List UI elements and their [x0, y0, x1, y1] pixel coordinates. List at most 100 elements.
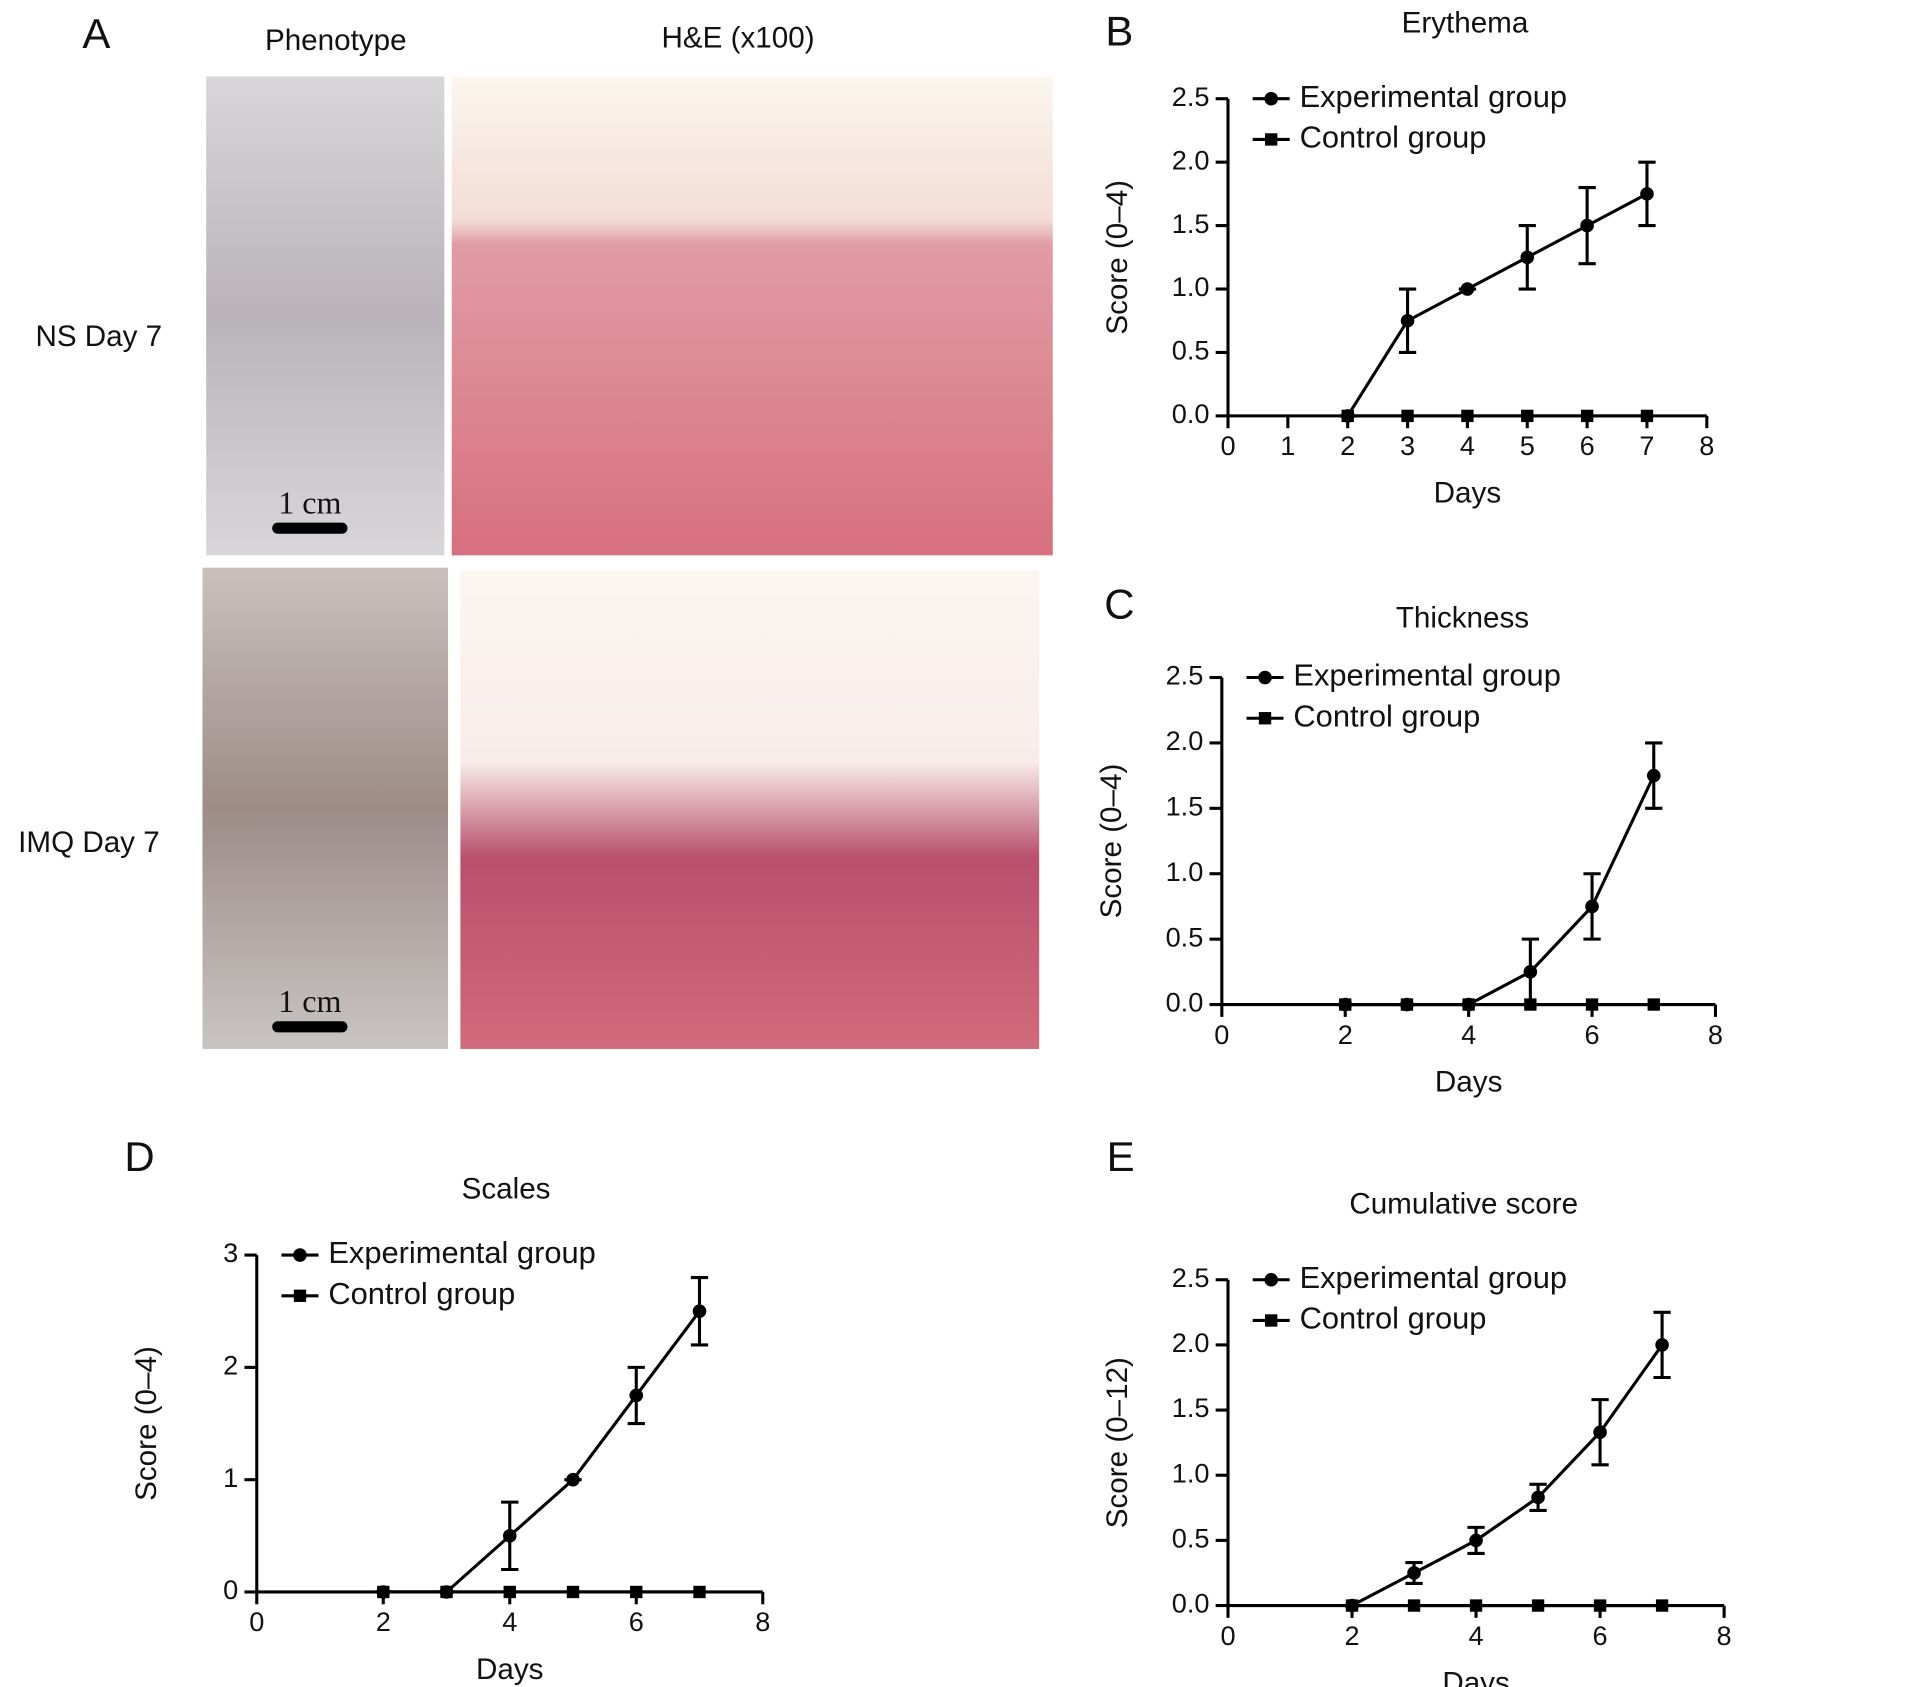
y-tick-label: 2.0: [1172, 144, 1210, 175]
marker: [1523, 965, 1538, 979]
marker: [692, 1304, 707, 1319]
legend-marker: [1258, 712, 1272, 725]
panel-label: E: [1107, 1133, 1135, 1180]
x-tick-label: 8: [1699, 430, 1714, 461]
histology-image: [460, 570, 1040, 1049]
marker: [1462, 998, 1475, 1011]
x-tick-label: 4: [1461, 1019, 1476, 1050]
marker: [377, 1585, 390, 1599]
marker: [1400, 313, 1415, 328]
y-tick-label: 1.0: [1172, 271, 1210, 302]
marker: [1461, 409, 1474, 423]
marker: [1640, 187, 1654, 201]
legend-label: Control group: [328, 1276, 515, 1311]
x-tick-label: 0: [1214, 1019, 1229, 1050]
x-tick-label: 1: [1280, 430, 1295, 461]
marker: [1339, 998, 1352, 1011]
marker: [1593, 1425, 1607, 1440]
marker: [1580, 409, 1594, 423]
marker: [1521, 409, 1534, 423]
marker: [630, 1585, 643, 1599]
histology-image: [451, 76, 1053, 556]
series-line: [1351, 1344, 1664, 1607]
x-tick-label: 3: [1400, 430, 1415, 461]
y-tick-label: 2: [223, 1350, 238, 1381]
chart-title: Cumulative score: [1349, 1188, 1578, 1221]
legend-marker: [1258, 670, 1272, 685]
legend-label: Experimental group: [1300, 1260, 1567, 1295]
x-axis-label: Days: [1434, 477, 1501, 510]
legend-label: Experimental group: [1293, 658, 1560, 693]
panel-label: D: [124, 1133, 154, 1180]
x-tick-label: 2: [1344, 1620, 1359, 1651]
panel-label: B: [1105, 8, 1133, 55]
legend-marker: [1265, 1314, 1278, 1327]
marker: [1524, 998, 1537, 1011]
marker: [1640, 409, 1654, 423]
y-tick-label: 2.5: [1172, 81, 1210, 112]
marker: [1585, 998, 1599, 1011]
y-tick-label: 3: [223, 1237, 238, 1268]
series-line: [1345, 774, 1656, 1007]
x-tick-label: 4: [1469, 1620, 1484, 1651]
x-tick-label: 6: [1580, 430, 1595, 461]
x-tick-label: 0: [249, 1606, 264, 1637]
panel-label: C: [1104, 580, 1134, 627]
y-tick-label: 1.5: [1172, 208, 1210, 239]
column-label: Phenotype: [265, 24, 407, 57]
marker: [1407, 1599, 1421, 1612]
marker: [566, 1585, 580, 1599]
legend-marker: [293, 1289, 307, 1302]
y-tick-label: 0.0: [1166, 987, 1204, 1018]
y-axis-label: Score (0–4): [130, 1346, 163, 1501]
y-axis-label: Score (0–12): [1101, 1357, 1134, 1528]
photo: [206, 76, 445, 556]
x-tick-label: 8: [1708, 1019, 1723, 1050]
x-tick-label: 4: [1460, 430, 1475, 461]
y-tick-label: 2.0: [1166, 725, 1204, 756]
x-tick-label: 5: [1520, 430, 1535, 461]
x-tick-label: 7: [1639, 430, 1654, 461]
row-label: IMQ Day 7: [18, 826, 159, 859]
marker: [503, 1585, 516, 1599]
x-tick-label: 8: [755, 1606, 770, 1637]
y-tick-label: 0.5: [1172, 1523, 1210, 1554]
marker: [1407, 1566, 1421, 1580]
series-line: [1346, 192, 1648, 417]
legend-marker: [293, 1248, 307, 1262]
chart: D Scales Days Score (0–4) 0 1 2 3 0 2 4 6 8 Experimen…: [124, 1133, 770, 1686]
scale-bar-label: 1 cm: [278, 983, 341, 1019]
marker: [502, 1529, 517, 1543]
row-label: NS Day 7: [35, 320, 162, 353]
panel-a: A Phenotype H&E (x100) NS Day 7 IMQ Day …: [18, 10, 1053, 1049]
marker: [1655, 1599, 1669, 1612]
marker: [1593, 1599, 1607, 1612]
marker: [629, 1388, 644, 1403]
marker: [1585, 899, 1599, 914]
marker: [1655, 1338, 1669, 1352]
series-line: [383, 1310, 701, 1594]
marker: [1531, 1599, 1545, 1612]
x-tick-label: 2: [1338, 1019, 1353, 1050]
legend-marker: [1264, 1272, 1278, 1287]
y-tick-label: 0.0: [1172, 1588, 1210, 1619]
y-tick-label: 1: [223, 1462, 238, 1493]
x-tick-label: 4: [502, 1606, 517, 1637]
marker: [1400, 998, 1414, 1011]
legend-label: Control group: [1293, 698, 1480, 733]
marker: [1469, 1599, 1483, 1612]
legend-label: Control group: [1300, 120, 1487, 155]
y-axis-label: Score (0–4): [1101, 180, 1134, 335]
chart-title: Scales: [462, 1173, 551, 1206]
column-label: H&E (x100): [662, 21, 815, 54]
chart-title: Erythema: [1402, 7, 1529, 40]
x-tick-label: 6: [1593, 1620, 1608, 1651]
x-tick-label: 0: [1220, 430, 1235, 461]
legend-marker: [1264, 91, 1278, 106]
marker: [1531, 1490, 1545, 1505]
chart-title: Thickness: [1396, 601, 1529, 634]
marker: [1401, 409, 1414, 423]
x-tick-label: 2: [376, 1606, 391, 1637]
x-tick-label: 2: [1340, 430, 1355, 461]
